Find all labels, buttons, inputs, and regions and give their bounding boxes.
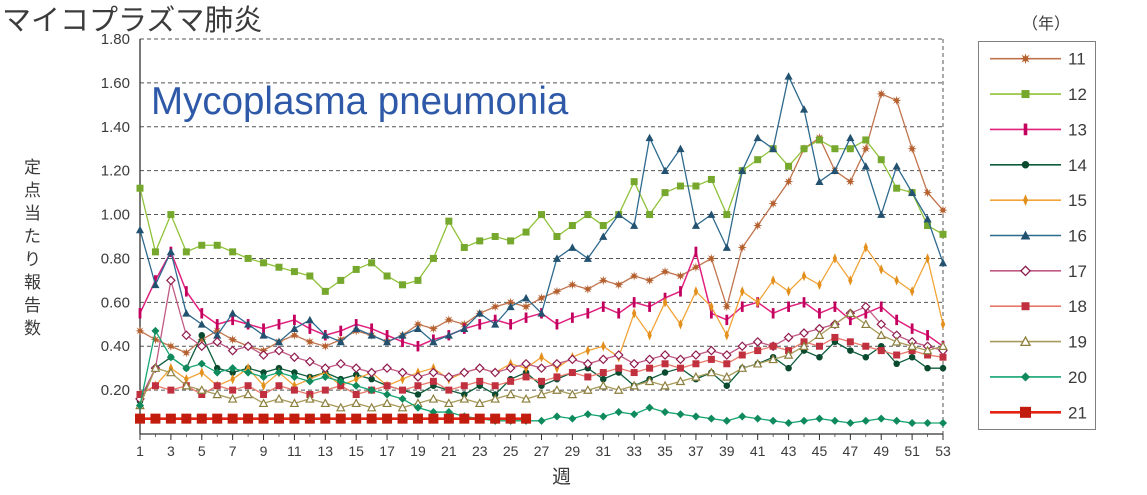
svg-text:0.40: 0.40 bbox=[101, 338, 130, 355]
svg-text:45: 45 bbox=[812, 443, 828, 459]
svg-text:43: 43 bbox=[781, 443, 797, 459]
svg-text:13: 13 bbox=[318, 443, 334, 459]
svg-text:41: 41 bbox=[750, 443, 766, 459]
svg-text:29: 29 bbox=[565, 443, 581, 459]
svg-text:27: 27 bbox=[534, 443, 550, 459]
svg-text:1: 1 bbox=[136, 443, 144, 459]
svg-text:1.80: 1.80 bbox=[101, 31, 130, 48]
svg-text:49: 49 bbox=[873, 443, 889, 459]
svg-text:12: 12 bbox=[1068, 85, 1087, 104]
svg-text:47: 47 bbox=[843, 443, 859, 459]
svg-text:20: 20 bbox=[1068, 368, 1087, 387]
svg-text:51: 51 bbox=[904, 443, 920, 459]
svg-text:53: 53 bbox=[935, 443, 951, 459]
svg-text:39: 39 bbox=[719, 443, 735, 459]
svg-text:1.20: 1.20 bbox=[101, 163, 130, 180]
svg-text:25: 25 bbox=[503, 443, 519, 459]
svg-text:13: 13 bbox=[1068, 120, 1087, 139]
svg-text:0.80: 0.80 bbox=[101, 250, 130, 267]
svg-text:15: 15 bbox=[348, 443, 364, 459]
svg-text:Mycoplasma pneumonia: Mycoplasma pneumonia bbox=[151, 80, 569, 123]
svg-text:16: 16 bbox=[1068, 227, 1087, 246]
svg-text:19: 19 bbox=[1068, 333, 1087, 352]
svg-text:1.40: 1.40 bbox=[101, 119, 130, 136]
svg-text:21: 21 bbox=[1068, 403, 1087, 422]
svg-text:19: 19 bbox=[410, 443, 426, 459]
svg-text:18: 18 bbox=[1068, 297, 1087, 316]
svg-text:21: 21 bbox=[441, 443, 457, 459]
svg-text:9: 9 bbox=[260, 443, 268, 459]
svg-text:23: 23 bbox=[472, 443, 488, 459]
svg-text:31: 31 bbox=[595, 443, 611, 459]
svg-text:11: 11 bbox=[287, 443, 302, 459]
svg-text:35: 35 bbox=[657, 443, 673, 459]
svg-text:0.60: 0.60 bbox=[101, 294, 130, 311]
svg-text:15: 15 bbox=[1068, 191, 1087, 210]
svg-text:33: 33 bbox=[626, 443, 642, 459]
svg-text:0.20: 0.20 bbox=[101, 382, 130, 399]
svg-text:17: 17 bbox=[1068, 262, 1087, 281]
svg-text:5: 5 bbox=[198, 443, 206, 459]
svg-text:14: 14 bbox=[1068, 156, 1087, 175]
svg-text:3: 3 bbox=[167, 443, 175, 459]
svg-text:1.00: 1.00 bbox=[101, 207, 130, 224]
svg-text:11: 11 bbox=[1068, 50, 1086, 69]
svg-text:37: 37 bbox=[688, 443, 704, 459]
svg-text:17: 17 bbox=[379, 443, 395, 459]
svg-text:7: 7 bbox=[229, 443, 237, 459]
svg-text:1.60: 1.60 bbox=[101, 75, 130, 92]
